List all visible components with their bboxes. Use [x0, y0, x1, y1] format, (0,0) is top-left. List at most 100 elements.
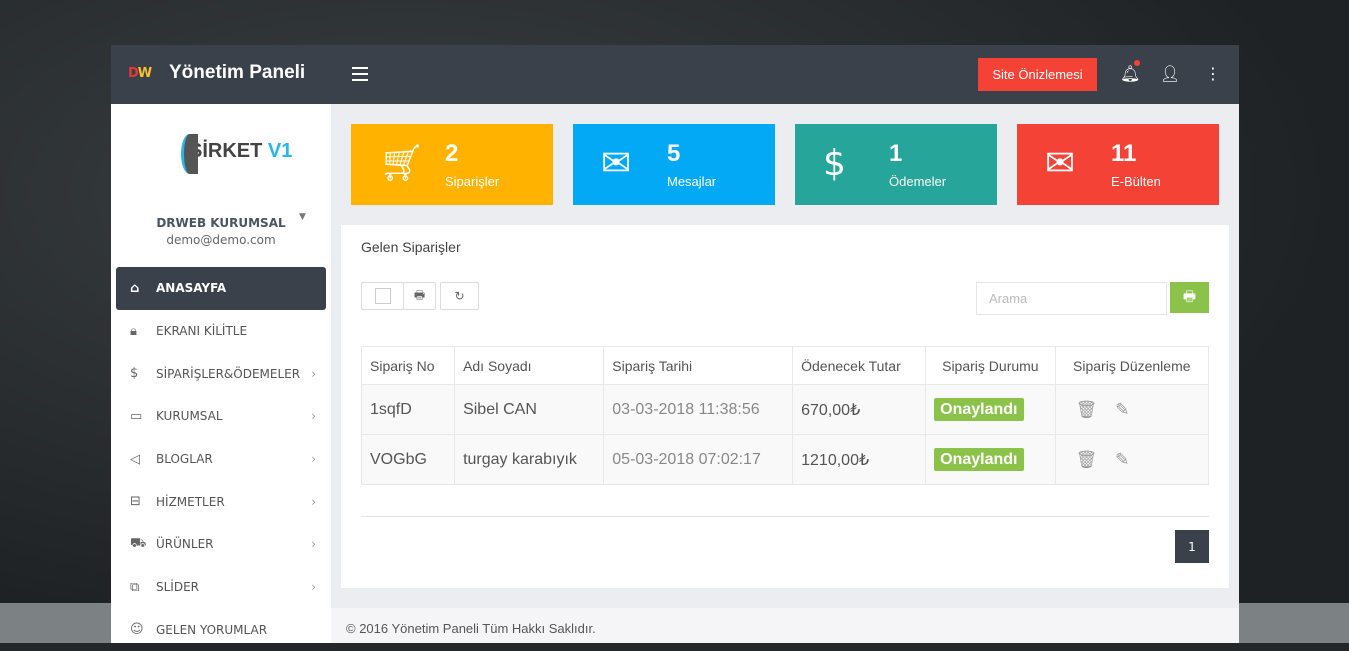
user-name: DRWEB KURUMSAL	[111, 216, 331, 230]
lock-icon: 🔒︎	[130, 324, 156, 339]
print-icon: 🖶	[1183, 288, 1196, 304]
chevron-right-icon: ›	[311, 409, 316, 423]
sidebar-item-label: SLİDER	[156, 580, 199, 594]
pagination-page-1[interactable]: 1	[1175, 530, 1209, 563]
status-cell: Onaylandı	[926, 435, 1055, 485]
trash-icon[interactable]: 🗑︎	[1076, 450, 1098, 469]
signpost-icon: ⊟	[130, 494, 156, 509]
sidebar-item-orders-payments[interactable]: $SİPARİŞLER&ÖDEMELER›	[116, 352, 326, 395]
divider	[361, 516, 1209, 517]
sidebar-item-products[interactable]: ⛟ÜRÜNLER ›	[116, 523, 326, 566]
sidebar-item-label: KURUMSAL	[156, 409, 223, 423]
order-date: 05-03-2018 07:02:17	[604, 435, 793, 485]
orders-panel: Gelen Siparişler 🖶 ↻ 🖶 Sipariş No Adı So…	[341, 225, 1229, 588]
order-amount: 1210,00₺	[793, 435, 926, 485]
slides-icon: ⧉	[130, 580, 156, 595]
order-no: 1sqfD	[362, 385, 455, 435]
cart-icon: ⛟	[130, 536, 156, 553]
column-header[interactable]: Adı Soyadı	[455, 347, 604, 385]
order-amount: 670,00₺	[793, 385, 926, 435]
sidebar-nav: ⌂ANASAYFA 🔒︎EKRANI KİLİTLE $SİPARİŞLER&Ö…	[116, 267, 326, 651]
table-header-row: Sipariş No Adı Soyadı Sipariş Tarihi Öde…	[362, 347, 1209, 385]
column-header[interactable]: Sipariş Durumu	[926, 347, 1055, 385]
stat-label: Ödemeler	[889, 174, 946, 189]
table-row: 1sqfD Sibel CAN 03-03-2018 11:38:56 670,…	[362, 385, 1209, 435]
sidebar-item-corporate[interactable]: ▭KURUMSAL ›	[116, 395, 326, 438]
site-preview-button[interactable]: Site Önizlemesi	[978, 58, 1097, 91]
pencil-icon[interactable]: ✎	[1115, 400, 1129, 419]
customer-name: Sibel CAN	[455, 385, 604, 435]
sidebar-item-services[interactable]: ⊟HİZMETLER ›	[116, 480, 326, 523]
envelope-icon: ✉	[601, 142, 631, 186]
sidebar-item-anasayfa[interactable]: ⌂ANASAYFA	[116, 267, 326, 310]
order-date: 03-03-2018 11:38:56	[604, 385, 793, 435]
sidebar-item-label: HİZMETLER	[156, 495, 225, 509]
cart-icon: 🛒︎	[379, 142, 425, 186]
column-header[interactable]: Sipariş Düzenleme	[1055, 347, 1208, 385]
briefcase-icon: ▭	[130, 409, 156, 424]
footer: © 2016 Yönetim Paneli Tüm Hakkı Saklıdır…	[331, 608, 1239, 643]
megaphone-icon: ◁	[130, 452, 156, 467]
home-icon: ⌂	[130, 281, 156, 296]
more-vertical-icon[interactable]: ⋮	[1205, 64, 1221, 83]
company-logo: ŞİRKET V1	[189, 140, 292, 163]
top-header: DW Yönetim Paneli Site Önizlemesi 🔔︎ 👤︎ …	[111, 45, 1239, 104]
notification-dot	[1134, 60, 1140, 66]
orders-title: Gelen Siparişler	[361, 239, 461, 255]
sidebar-item-label: ÜRÜNLER	[156, 537, 214, 551]
stat-count: 5	[667, 140, 680, 168]
status-cell: Onaylandı	[926, 385, 1055, 435]
stat-label: Siparişler	[445, 174, 499, 189]
logo: DW	[128, 66, 151, 81]
refresh-icon: ↻	[454, 289, 464, 303]
comment-icon: ☺	[130, 622, 156, 637]
stat-card-newsletter[interactable]: ✉ 11 E-Bülten	[1017, 124, 1219, 205]
stat-card-orders[interactable]: 🛒︎ 2 Siparişler	[351, 124, 553, 205]
select-all-checkbox[interactable]	[361, 282, 404, 310]
sidebar-item-label: GELEN YORUMLAR	[156, 623, 267, 637]
status-badge: Onaylandı	[934, 448, 1023, 471]
table-row: VOGbG turgay karabıyık 05-03-2018 07:02:…	[362, 435, 1209, 485]
sidebar-item-lock-screen[interactable]: 🔒︎EKRANI KİLİTLE	[116, 310, 326, 353]
chevron-right-icon: ›	[311, 452, 316, 466]
search-input[interactable]	[976, 282, 1167, 315]
sidebar-item-label: SİPARİŞLER&ÖDEMELER	[156, 367, 300, 381]
user-email: demo@demo.com	[111, 233, 331, 247]
menu-toggle-icon[interactable]	[352, 67, 368, 81]
stat-card-messages[interactable]: ✉ 5 Mesajlar	[573, 124, 775, 205]
chevron-right-icon: ›	[311, 537, 316, 551]
refresh-button[interactable]: ↻	[440, 282, 479, 310]
trash-icon[interactable]: 🗑︎	[1076, 400, 1098, 419]
sidebar-item-label: ANASAYFA	[156, 281, 226, 295]
customer-name: turgay karabıyık	[455, 435, 604, 485]
actions-cell: 🗑︎ ✎	[1055, 385, 1208, 435]
user-dropdown-caret[interactable]: ▼	[299, 212, 306, 222]
orders-table: Sipariş No Adı Soyadı Sipariş Tarihi Öde…	[361, 346, 1209, 485]
sidebar-item-blogs[interactable]: ◁BLOGLAR›	[116, 438, 326, 481]
sidebar-item-label: EKRANI KİLİTLE	[156, 324, 247, 338]
print-button[interactable]: 🖶	[403, 282, 436, 310]
column-header[interactable]: Sipariş Tarihi	[604, 347, 793, 385]
stat-count: 11	[1111, 140, 1136, 168]
sidebar-item-slider[interactable]: ⧉SLİDER ›	[116, 566, 326, 609]
chevron-right-icon: ›	[311, 580, 316, 594]
order-no: VOGbG	[362, 435, 455, 485]
stat-label: E-Bülten	[1111, 174, 1161, 189]
column-header[interactable]: Ödenecek Tutar	[793, 347, 926, 385]
user-icon[interactable]: 👤︎	[1160, 64, 1180, 83]
print-icon: 🖶	[414, 286, 425, 307]
pencil-icon[interactable]: ✎	[1115, 450, 1129, 469]
sidebar-item-comments[interactable]: ☺GELEN YORUMLAR	[116, 609, 326, 651]
actions-cell: 🗑︎ ✎	[1055, 435, 1208, 485]
chevron-right-icon: ›	[311, 495, 316, 509]
envelope-icon: ✉	[1045, 142, 1075, 186]
search-print-button[interactable]: 🖶	[1170, 282, 1209, 313]
admin-panel: DW Yönetim Paneli Site Önizlemesi 🔔︎ 👤︎ …	[111, 45, 1239, 643]
stat-count: 1	[889, 140, 902, 168]
stat-count: 2	[445, 140, 458, 168]
stat-label: Mesajlar	[667, 174, 716, 189]
status-badge: Onaylandı	[934, 398, 1023, 421]
bell-icon[interactable]: 🔔︎	[1120, 64, 1140, 83]
column-header[interactable]: Sipariş No	[362, 347, 455, 385]
